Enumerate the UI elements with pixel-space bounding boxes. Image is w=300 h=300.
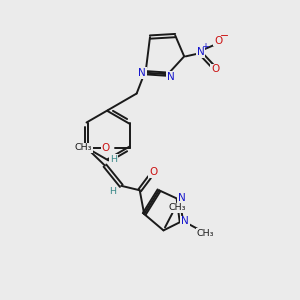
Text: N: N: [178, 193, 186, 203]
Text: N: N: [181, 217, 189, 226]
Text: N: N: [138, 68, 146, 78]
Text: N: N: [167, 72, 175, 82]
Text: O: O: [214, 36, 223, 46]
Text: O: O: [149, 167, 158, 177]
Text: −: −: [220, 31, 230, 40]
Text: H: H: [110, 154, 117, 164]
Text: CH₃: CH₃: [75, 143, 92, 152]
Text: CH₃: CH₃: [196, 229, 214, 238]
Text: N: N: [197, 47, 204, 57]
Text: O: O: [211, 64, 220, 74]
Text: CH₃: CH₃: [168, 203, 186, 212]
Text: +: +: [202, 42, 210, 51]
Text: H: H: [110, 187, 116, 196]
Text: O: O: [101, 143, 110, 153]
